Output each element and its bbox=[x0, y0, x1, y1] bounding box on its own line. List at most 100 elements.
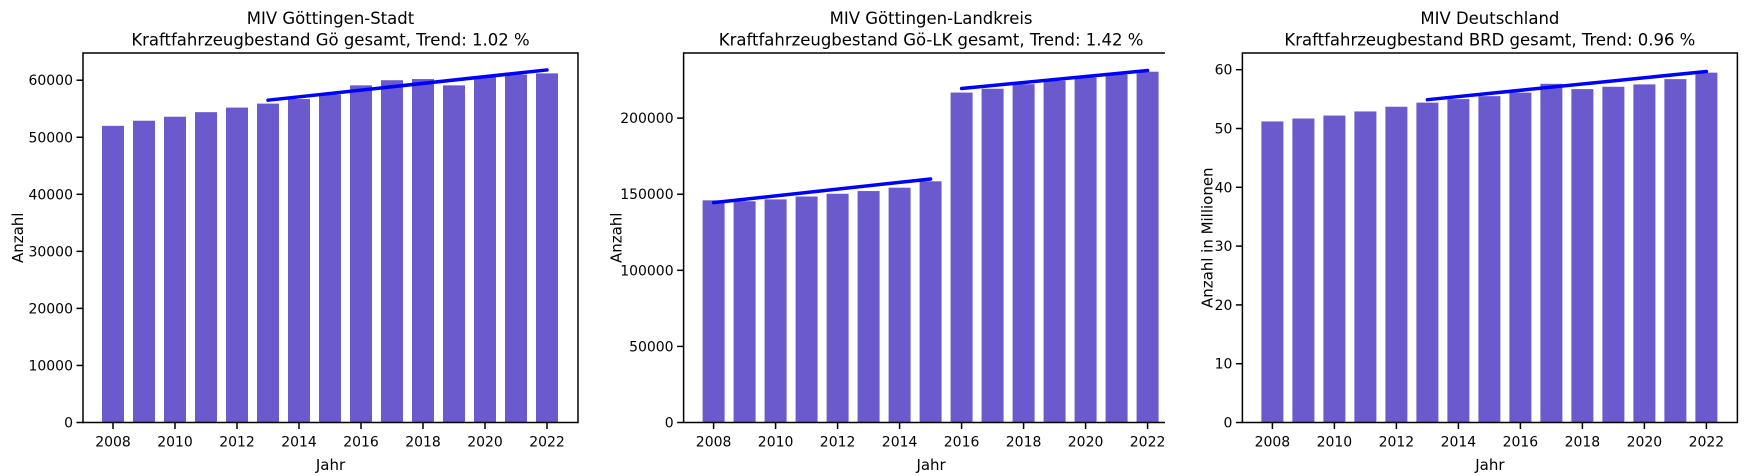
y-tick-label-60000: 60000 bbox=[28, 73, 73, 89]
bar-2012 bbox=[225, 107, 248, 423]
bar-2016 bbox=[950, 92, 973, 423]
y-axis-label: Anzahl in Millionen bbox=[1199, 167, 1217, 308]
y-tick-label-100000: 100000 bbox=[620, 263, 673, 279]
x-tick-label-2022: 2022 bbox=[1689, 434, 1725, 450]
bar-2011 bbox=[1354, 111, 1377, 423]
bar-2018 bbox=[411, 79, 434, 423]
x-tick-label-2020: 2020 bbox=[1067, 434, 1103, 450]
y-axis: 0 50000 100000 150000 200000 bbox=[620, 111, 684, 431]
y-tick-label-10: 10 bbox=[1215, 357, 1233, 373]
plot-border bbox=[682, 52, 1166, 424]
y-axis-label: Anzahl bbox=[607, 213, 625, 263]
y-tick-label-40000: 40000 bbox=[28, 187, 73, 203]
chart-miv-goettingen-landkreis: 2008 2010 2012 2014 2016 2018 2020 2022 0 50000 10… bbox=[582, 0, 1166, 476]
bar-2021 bbox=[504, 74, 527, 423]
x-tick-label-2008: 2008 bbox=[95, 434, 131, 450]
bar-2022 bbox=[1695, 72, 1718, 423]
x-tick-label-2012: 2012 bbox=[219, 434, 255, 450]
trend-line-1 bbox=[711, 177, 933, 205]
bar-2009 bbox=[1292, 118, 1315, 423]
bar-2021 bbox=[1105, 74, 1128, 423]
bar-2011 bbox=[795, 196, 818, 423]
bar-2008 bbox=[1261, 121, 1284, 423]
y-tick-label-10000: 10000 bbox=[28, 358, 73, 374]
bar-2018 bbox=[1012, 84, 1035, 423]
x-axis-label: Jahr bbox=[315, 456, 346, 474]
chart-title-line1: MIV Göttingen-Landkreis bbox=[829, 9, 1032, 28]
bar-2022 bbox=[1136, 71, 1159, 423]
chart-miv-goettingen-stadt: 2008 2010 2012 2014 2016 2018 2020 2022 0 10000 20… bbox=[0, 0, 583, 476]
y-tick-label-50000: 50000 bbox=[28, 130, 73, 146]
bar-2020 bbox=[1633, 84, 1656, 423]
bar-2016 bbox=[1509, 92, 1532, 423]
bar-2014 bbox=[287, 99, 310, 423]
x-tick-label-2012: 2012 bbox=[1379, 434, 1415, 450]
bar-2013 bbox=[256, 103, 279, 423]
bar-2017 bbox=[1540, 83, 1563, 423]
plot-border bbox=[82, 52, 579, 424]
bar-2014 bbox=[888, 187, 911, 423]
bars-group bbox=[1261, 72, 1718, 423]
x-tick-label-2010: 2010 bbox=[757, 434, 793, 450]
x-tick-label-2016: 2016 bbox=[343, 434, 379, 450]
bar-2009 bbox=[733, 201, 756, 423]
y-tick-label-30000: 30000 bbox=[28, 244, 73, 260]
bar-2008 bbox=[702, 200, 725, 423]
chart-title-line2: Kraftfahrzeugbestand Gö-LK gesamt, Trend… bbox=[718, 31, 1143, 50]
x-tick-label-2014: 2014 bbox=[881, 434, 917, 450]
y-tick-label-50: 50 bbox=[1215, 122, 1233, 138]
bar-2019 bbox=[1602, 86, 1625, 423]
x-tick-label-2020: 2020 bbox=[1627, 434, 1663, 450]
bar-2018 bbox=[1571, 89, 1594, 423]
chart-title-line1: MIV Deutschland bbox=[1421, 9, 1560, 28]
y-tick-label-150000: 150000 bbox=[620, 187, 673, 203]
trend-line-2 bbox=[959, 68, 1149, 91]
bar-2017 bbox=[981, 88, 1004, 423]
y-tick-label-0: 0 bbox=[1224, 415, 1233, 431]
x-tick-label-2010: 2010 bbox=[1317, 434, 1353, 450]
x-axis: 2008 2010 2012 2014 2016 2018 2020 2022 bbox=[95, 422, 565, 450]
bar-2019 bbox=[442, 85, 465, 423]
x-tick-label-2018: 2018 bbox=[1565, 434, 1601, 450]
y-tick-label-20000: 20000 bbox=[28, 301, 73, 317]
x-tick-label-2020: 2020 bbox=[467, 434, 503, 450]
y-axis-label: Anzahl bbox=[9, 213, 27, 263]
bar-2010 bbox=[163, 116, 186, 423]
bar-2011 bbox=[194, 112, 217, 423]
x-tick-label-2008: 2008 bbox=[1255, 434, 1291, 450]
x-axis-label: Jahr bbox=[1475, 456, 1506, 474]
bar-2015 bbox=[1478, 96, 1501, 423]
y-tick-label-0: 0 bbox=[664, 415, 673, 431]
bar-2009 bbox=[132, 120, 155, 423]
x-tick-label-2022: 2022 bbox=[1129, 434, 1165, 450]
trend-line-1 bbox=[266, 68, 549, 102]
bar-2013 bbox=[857, 191, 880, 423]
x-tick-label-2016: 2016 bbox=[1503, 434, 1539, 450]
bar-2012 bbox=[1385, 106, 1408, 423]
bar-2010 bbox=[764, 199, 787, 423]
x-tick-label-2016: 2016 bbox=[943, 434, 979, 450]
bar-2015 bbox=[318, 94, 341, 423]
plot-border bbox=[1241, 52, 1739, 424]
x-tick-label-2022: 2022 bbox=[529, 434, 565, 450]
bars-group bbox=[702, 71, 1159, 423]
bar-2020 bbox=[1074, 77, 1097, 423]
bar-2017 bbox=[380, 80, 403, 423]
y-tick-label-20: 20 bbox=[1215, 298, 1233, 314]
y-tick-label-30: 30 bbox=[1215, 239, 1233, 255]
y-tick-label-0: 0 bbox=[64, 415, 73, 431]
bar-2021 bbox=[1664, 79, 1687, 423]
x-tick-label-2008: 2008 bbox=[695, 434, 731, 450]
chart-miv-deutschland: 2008 2010 2012 2014 2016 2018 2020 2022 0 10 20 30 4… bbox=[1165, 0, 1748, 476]
x-tick-label-2014: 2014 bbox=[1441, 434, 1477, 450]
trend-line-1 bbox=[1425, 69, 1709, 102]
x-axis: 2008 2010 2012 2014 2016 2018 2020 2022 bbox=[1255, 422, 1725, 450]
y-tick-label-50000: 50000 bbox=[629, 339, 674, 355]
bar-2016 bbox=[349, 85, 372, 423]
bar-2019 bbox=[1043, 80, 1066, 423]
bar-2015 bbox=[919, 181, 942, 423]
chart-title-line1: MIV Göttingen-Stadt bbox=[247, 9, 415, 28]
bars-group bbox=[101, 73, 558, 423]
bar-2020 bbox=[473, 76, 496, 423]
